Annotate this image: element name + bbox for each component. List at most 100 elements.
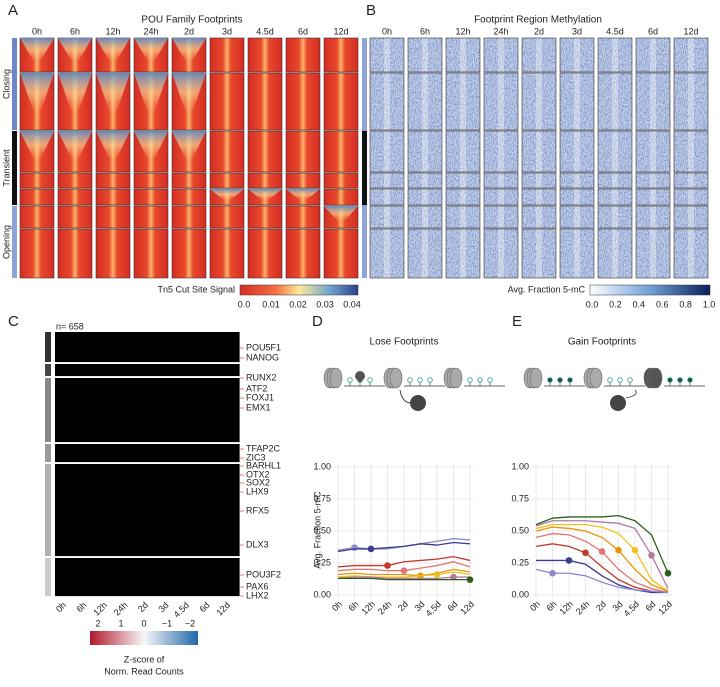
heatmap-cell <box>96 573 117 577</box>
heatmap-cell <box>137 509 158 513</box>
highlight-point <box>450 573 457 581</box>
heatmap-cell <box>96 561 117 565</box>
heatmap-cell <box>137 356 158 360</box>
heatmap-noise <box>522 229 556 278</box>
heatmap-cell <box>96 344 117 348</box>
heatmap-cell <box>55 435 76 439</box>
cpg <box>417 377 423 383</box>
heatmap-cell <box>116 579 138 583</box>
heatmap-cell <box>137 378 158 382</box>
heatmap-noise <box>484 206 518 228</box>
footprint-shape <box>20 131 54 160</box>
heatmap-cell <box>219 387 240 391</box>
heatmap-cell <box>96 524 117 528</box>
heatmap-cell <box>219 464 240 468</box>
heatmap-cell <box>55 432 76 436</box>
heatmap-cell <box>157 359 179 363</box>
heatmap-cell <box>137 450 158 454</box>
heatmap-cell <box>96 579 117 583</box>
heatmap-cell <box>96 399 117 403</box>
heatmap-cell <box>137 530 158 534</box>
heatmap-cell <box>157 582 179 586</box>
group-bar <box>12 206 17 278</box>
heatmap-border <box>521 37 557 73</box>
heatmap-cell <box>55 464 76 468</box>
y-tick-label: 0.25 <box>511 557 529 567</box>
heatmap-cell <box>75 567 97 571</box>
heatmap-cell <box>198 364 220 368</box>
tf <box>610 395 626 411</box>
heatmap-cell <box>157 485 179 489</box>
heatmap-border <box>559 130 595 173</box>
heatmap-cell <box>96 429 117 433</box>
heatmap-cell <box>157 551 179 555</box>
heatmap-cell <box>219 438 240 442</box>
heatmap-block <box>285 72 321 131</box>
heatmap-noise <box>484 131 518 172</box>
heatmap-cell <box>55 479 76 483</box>
heatmap-center <box>650 189 656 205</box>
footprint-shape <box>96 131 130 160</box>
heatmap-cell <box>219 341 240 345</box>
heatmap-cell <box>157 476 179 480</box>
heatmap-cell <box>75 491 97 495</box>
heatmap-cell <box>198 373 220 377</box>
x-tick-label: 4.5d <box>622 599 641 618</box>
group-bar <box>362 131 367 205</box>
heatmap-cell <box>219 447 240 451</box>
heatmap-cell <box>157 370 179 374</box>
heatmap-cell <box>96 350 117 354</box>
panel-label: B <box>366 2 376 19</box>
colorbar-tick: 0.2 <box>609 299 622 309</box>
gene-label: LHX9 <box>246 486 269 496</box>
heatmap-cell <box>137 594 158 597</box>
heatmap-cell <box>178 476 199 480</box>
heatmap-center <box>384 229 390 278</box>
heatmap-cell <box>137 350 158 354</box>
colorbar-title: Tn5 Cut Site Signal <box>157 284 235 294</box>
heatmap-center <box>574 131 580 172</box>
highlight-point <box>664 569 672 577</box>
heatmap-border <box>369 37 405 73</box>
heatmap-cell <box>55 582 76 586</box>
cpg <box>677 377 683 383</box>
x-tick-label: 4.5d <box>424 599 443 618</box>
heatmap-cell <box>198 494 220 498</box>
heatmap-cell <box>75 459 97 463</box>
footprint-shape <box>172 131 206 160</box>
heatmap-cell <box>75 473 97 477</box>
heatmap-cell <box>219 518 240 522</box>
heatmap-cell <box>75 539 97 543</box>
heatmap-cell <box>157 482 179 486</box>
heatmap-cell <box>157 435 179 439</box>
heatmap-cell <box>137 524 158 528</box>
heatmap-center <box>384 173 390 188</box>
heatmap-cell <box>116 411 138 415</box>
heatmap-cell <box>55 564 76 568</box>
heatmap-cell <box>137 548 158 552</box>
heatmap-cell <box>55 473 76 477</box>
heatmap-cell <box>178 438 199 442</box>
heatmap-cell <box>96 564 117 568</box>
heatmap-cell <box>219 402 240 406</box>
heatmap-cell <box>116 399 138 403</box>
heatmap-cell <box>178 367 199 371</box>
heatmap-cell <box>178 533 199 537</box>
heatmap-cell <box>116 402 138 406</box>
heatmap-cell <box>178 396 199 400</box>
x-tick-label: 12d <box>214 600 232 618</box>
heatmap-cell <box>137 570 158 574</box>
heatmap-cell <box>157 579 179 583</box>
heatmap-cell <box>116 476 138 480</box>
heatmap-cell <box>157 332 179 336</box>
cpg <box>557 377 563 383</box>
heatmap-cell <box>137 459 158 463</box>
heatmap-cell <box>96 515 117 519</box>
heatmap-center <box>422 38 428 72</box>
heatmap-cell <box>219 378 240 382</box>
highlight-point <box>549 569 556 577</box>
heatmap-cell <box>96 341 117 345</box>
heatmap-cell <box>219 359 240 363</box>
heatmap-cell <box>178 506 199 510</box>
heatmap-noise <box>446 229 480 278</box>
